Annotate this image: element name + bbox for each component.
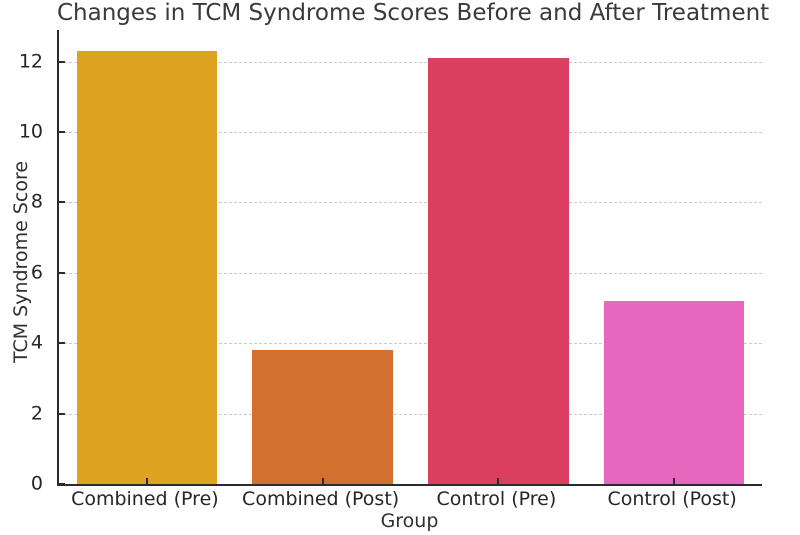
gridline-y6 (59, 272, 762, 274)
y-tick-label-10: 10 (18, 120, 43, 143)
gridline-y8 (59, 202, 762, 204)
y-tick-mark-4 (59, 342, 65, 345)
y-tick-label-0: 0 (30, 472, 43, 495)
y-tick-label-12: 12 (18, 50, 43, 73)
x-axis-label: Group (380, 510, 439, 532)
y-tick-mark-10 (59, 131, 65, 134)
x-tick-mark-1 (321, 478, 324, 484)
y-tick-labels: 0 2 4 6 8 10 12 (0, 30, 50, 493)
bar-combined-post (252, 350, 393, 484)
gridline-y12 (59, 61, 762, 63)
y-axis-label: TCM Syndrome Score (10, 160, 32, 364)
y-tick-label-4: 4 (30, 331, 43, 354)
y-tick-label-2: 2 (30, 402, 43, 425)
x-tick-mark-2 (497, 478, 500, 484)
bar-control-pre (428, 58, 569, 484)
y-tick-mark-6 (59, 271, 65, 274)
x-tick-label-2: Control (Pre) (436, 488, 557, 510)
x-tick-label-0: Combined (Pre) (71, 488, 219, 510)
x-tick-mark-3 (673, 478, 676, 484)
y-tick-mark-8 (59, 201, 65, 204)
y-tick-label-8: 8 (30, 190, 43, 213)
y-tick-label-6: 6 (30, 261, 43, 284)
x-tick-label-1: Combined (Post) (242, 488, 400, 510)
gridlines (59, 30, 762, 484)
gridline-y10 (59, 132, 762, 134)
bar-control-post (603, 301, 745, 484)
bar-combined-pre (76, 51, 218, 484)
gridline-y4 (59, 343, 762, 345)
plot-area (57, 30, 762, 486)
y-tick-mark-0 (59, 483, 65, 485)
x-tick-label-3: Control (Post) (607, 488, 737, 510)
chart-title: Changes in TCM Syndrome Scores Before an… (57, 0, 770, 26)
y-tick-mark-12 (59, 60, 65, 63)
tick-marks (59, 30, 762, 485)
gridline-y2 (59, 413, 762, 415)
x-tick-labels: Combined (Pre) Combined (Post) Control (Pr… (57, 489, 762, 513)
x-tick-mark-0 (145, 478, 148, 484)
y-tick-mark-2 (59, 412, 65, 415)
bars (59, 30, 762, 484)
